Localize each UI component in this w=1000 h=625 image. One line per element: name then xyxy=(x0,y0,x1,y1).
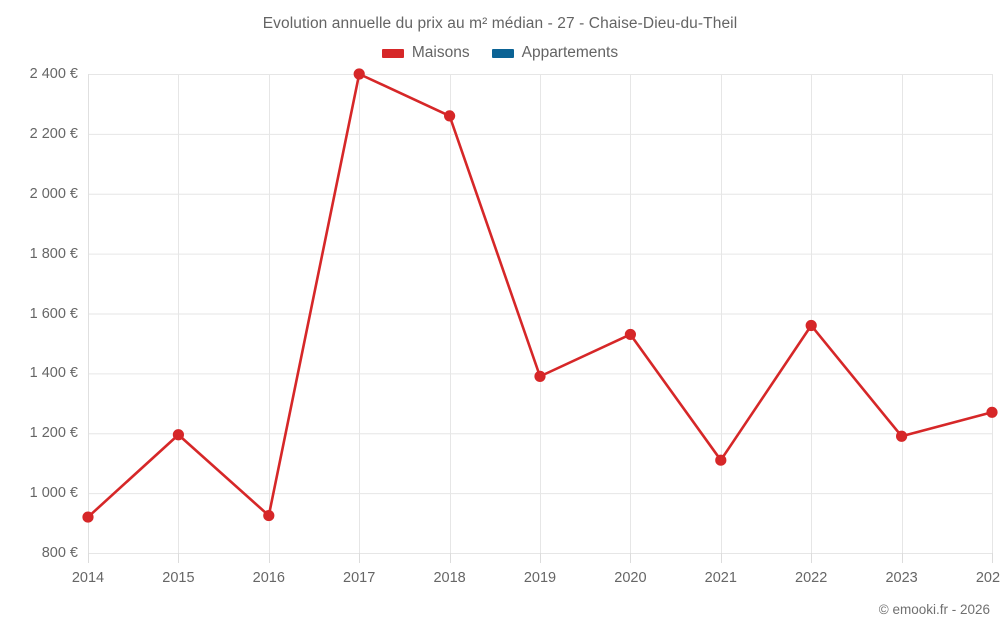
legend-swatch-appartements xyxy=(491,48,514,58)
data-point[interactable] xyxy=(715,454,727,466)
data-point[interactable] xyxy=(172,429,184,441)
legend-item-appartements[interactable]: Appartements xyxy=(491,44,619,62)
x-axis-tick-label: 2018 xyxy=(433,570,466,586)
y-axis-tick-label: 800 € xyxy=(41,545,78,561)
y-axis-tick-label: 2 200 € xyxy=(29,125,78,142)
data-point[interactable] xyxy=(353,68,365,80)
x-axis-tick-label: 2017 xyxy=(343,570,376,586)
chart-legend: Maisons Appartements xyxy=(0,44,1000,62)
copyright-credit: © emooki.fr - 2026 xyxy=(878,602,990,617)
y-axis-tick-label: 1 800 € xyxy=(29,245,78,262)
legend-label-appartements: Appartements xyxy=(521,44,619,61)
data-point[interactable] xyxy=(534,370,546,382)
chart-title: Evolution annuelle du prix au m² médian … xyxy=(262,15,738,32)
x-axis-tick-label: 2024 xyxy=(975,570,1000,586)
y-axis-tick-label: 2 000 € xyxy=(29,185,78,202)
x-axis-tick-label: 2021 xyxy=(704,570,737,586)
legend-label-maisons: Maisons xyxy=(411,44,470,61)
x-axis-tick-label: 2020 xyxy=(614,570,647,586)
y-axis-tick-label: 1 600 € xyxy=(29,305,78,322)
y-axis-tick-label: 2 400 € xyxy=(29,66,78,82)
x-axis-tick-label: 2016 xyxy=(252,570,285,586)
legend-item-maisons[interactable]: Maisons xyxy=(381,44,470,62)
y-axis-tick-label: 1 400 € xyxy=(29,365,78,382)
y-axis-tick-label: 1 200 € xyxy=(29,425,78,442)
y-axis-tick-label: 1 000 € xyxy=(29,485,78,502)
x-axis-tick-label: 2023 xyxy=(885,570,918,586)
x-axis-tick-label: 2022 xyxy=(795,570,828,586)
y-axis-labels: 800 € 1 000 € 1 200 € 1 400 € 1 600 € 1 800 €… xyxy=(0,0,78,625)
data-point[interactable] xyxy=(805,319,817,332)
legend-swatch-maisons xyxy=(381,48,404,58)
data-point[interactable] xyxy=(82,511,94,523)
x-axis-tick-label: 2014 xyxy=(71,570,105,586)
data-point[interactable] xyxy=(263,509,275,522)
x-axis-tick-label: 2015 xyxy=(162,570,195,586)
data-point[interactable] xyxy=(444,110,456,122)
x-axis-tick-label: 2019 xyxy=(523,570,557,586)
data-point[interactable] xyxy=(986,406,998,418)
data-point[interactable] xyxy=(624,328,637,341)
data-point[interactable] xyxy=(896,430,908,442)
